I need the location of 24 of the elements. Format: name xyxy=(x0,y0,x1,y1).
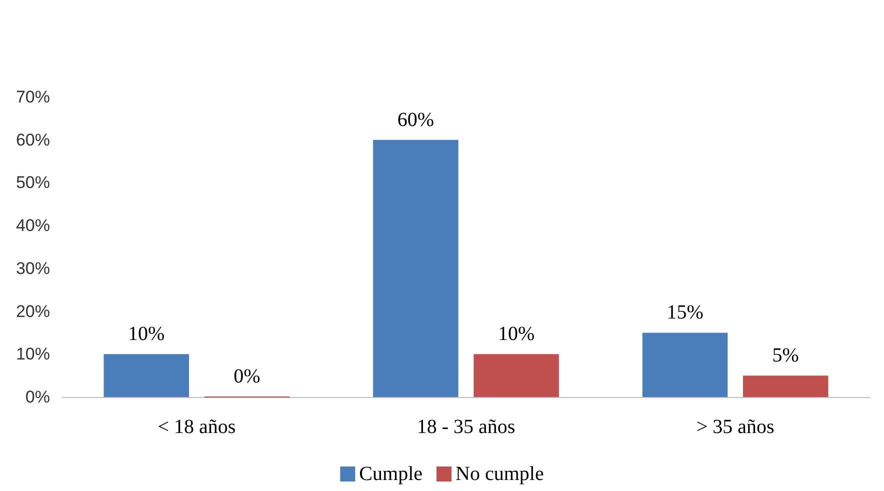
y-tick-label: 40% xyxy=(16,216,50,236)
bar xyxy=(474,354,559,397)
x-tick-label: < 18 años xyxy=(158,416,236,438)
y-tick-label: 60% xyxy=(16,130,50,150)
y-tick-label: 30% xyxy=(16,258,50,278)
bar xyxy=(104,354,189,397)
legend-label: No cumple xyxy=(456,463,544,485)
bar xyxy=(642,332,728,397)
data-label: 0% xyxy=(234,366,260,388)
bar xyxy=(743,376,828,397)
y-tick-label: 20% xyxy=(16,302,50,321)
data-label: 15% xyxy=(666,302,704,324)
data-label: 10% xyxy=(128,323,165,346)
y-tick-label: 0% xyxy=(25,388,50,406)
x-tick-label: 18 - 35 años xyxy=(416,416,516,438)
data-label: 5% xyxy=(772,344,799,367)
x-tick-label: > 35 años xyxy=(696,416,775,438)
y-tick-label: 50% xyxy=(16,173,50,192)
data-label: 10% xyxy=(498,323,535,346)
y-tick-label: 70% xyxy=(16,88,50,106)
bar xyxy=(373,140,458,397)
data-label: 60% xyxy=(397,108,434,131)
legend-label: Cumple xyxy=(359,463,423,485)
y-tick-label: 10% xyxy=(16,344,50,364)
